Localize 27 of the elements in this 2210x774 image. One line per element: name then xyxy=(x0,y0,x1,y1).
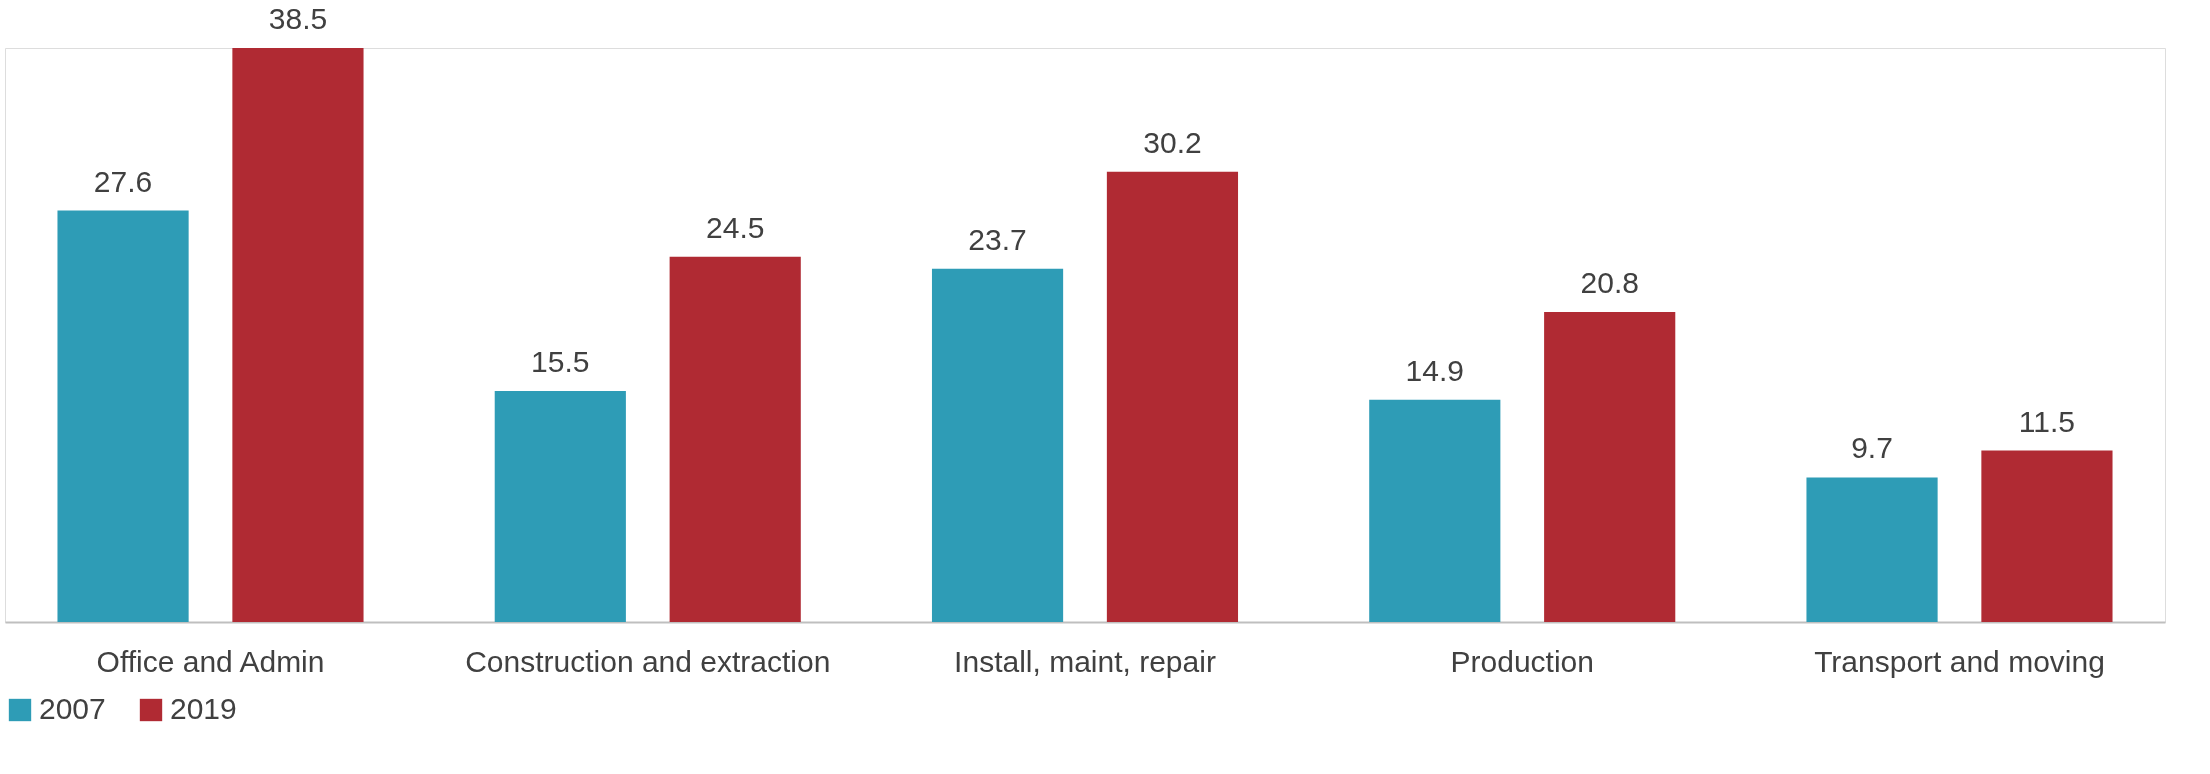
x-tick-label: Construction and extraction xyxy=(465,644,831,678)
bar xyxy=(494,390,626,622)
bar xyxy=(669,256,801,622)
legend-label: 2007 xyxy=(39,692,106,725)
x-tick-label: Production xyxy=(1450,644,1594,678)
data-label: 27.6 xyxy=(93,164,153,198)
legend-label: 2019 xyxy=(170,692,237,725)
data-label: 9.7 xyxy=(1851,431,1893,465)
bar xyxy=(1106,171,1239,622)
bar xyxy=(1806,477,1938,622)
bar xyxy=(57,210,189,622)
data-label: 38.5 xyxy=(268,2,328,35)
data-label: 14.9 xyxy=(1405,353,1464,387)
x-tick-label: Transport and moving xyxy=(1814,644,2105,678)
data-label: 20.8 xyxy=(1580,265,1639,299)
x-tick-label: Office and Admin xyxy=(96,644,325,678)
data-label: 30.2 xyxy=(1143,125,1202,159)
data-label: 11.5 xyxy=(2018,404,2076,438)
data-label: 23.7 xyxy=(968,222,1027,256)
data-label: 24.5 xyxy=(706,210,765,244)
data-label: 15.5 xyxy=(531,344,590,378)
bar xyxy=(931,268,1064,622)
x-tick-label: Install, maint, repair xyxy=(954,644,1216,678)
bar xyxy=(1981,450,2113,622)
bar xyxy=(1369,399,1501,622)
bar xyxy=(232,48,364,622)
bar xyxy=(1544,311,1676,622)
